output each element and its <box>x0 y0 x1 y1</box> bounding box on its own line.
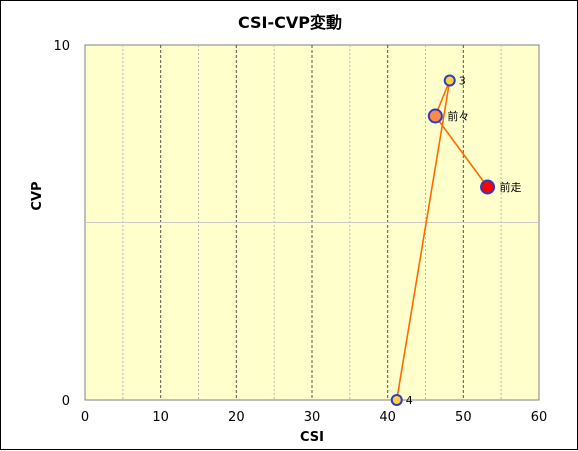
data-points <box>390 74 496 406</box>
x-tick-label: 50 <box>455 410 472 425</box>
data-point-label: 4 <box>406 394 413 407</box>
x-tick-label: 0 <box>81 410 89 425</box>
chart-title: CSI-CVP変動 <box>238 13 342 32</box>
data-point-label: 前走 <box>500 180 522 194</box>
data-point <box>443 74 456 87</box>
series-polyline <box>395 80 489 401</box>
data-point-label: 前々 <box>447 109 469 123</box>
series-line <box>395 80 489 401</box>
data-point <box>390 394 403 406</box>
x-axis-label: CSI <box>300 430 324 445</box>
y-tick-label: 0 <box>62 394 70 409</box>
x-tick-label: 60 <box>531 410 548 425</box>
y-tick-label: 10 <box>53 39 70 54</box>
x-tick-label: 40 <box>379 410 396 425</box>
y-axis-label: CVP <box>30 181 45 210</box>
x-tick-label: 30 <box>304 410 321 425</box>
data-point <box>480 179 496 195</box>
tick-labels: 0 10 20 30 40 50 60 0 10 <box>53 39 547 425</box>
data-point-label: 3 <box>459 75 466 88</box>
x-tick-label: 10 <box>152 410 169 425</box>
data-point <box>427 108 443 124</box>
x-tick-label: 20 <box>228 410 245 425</box>
